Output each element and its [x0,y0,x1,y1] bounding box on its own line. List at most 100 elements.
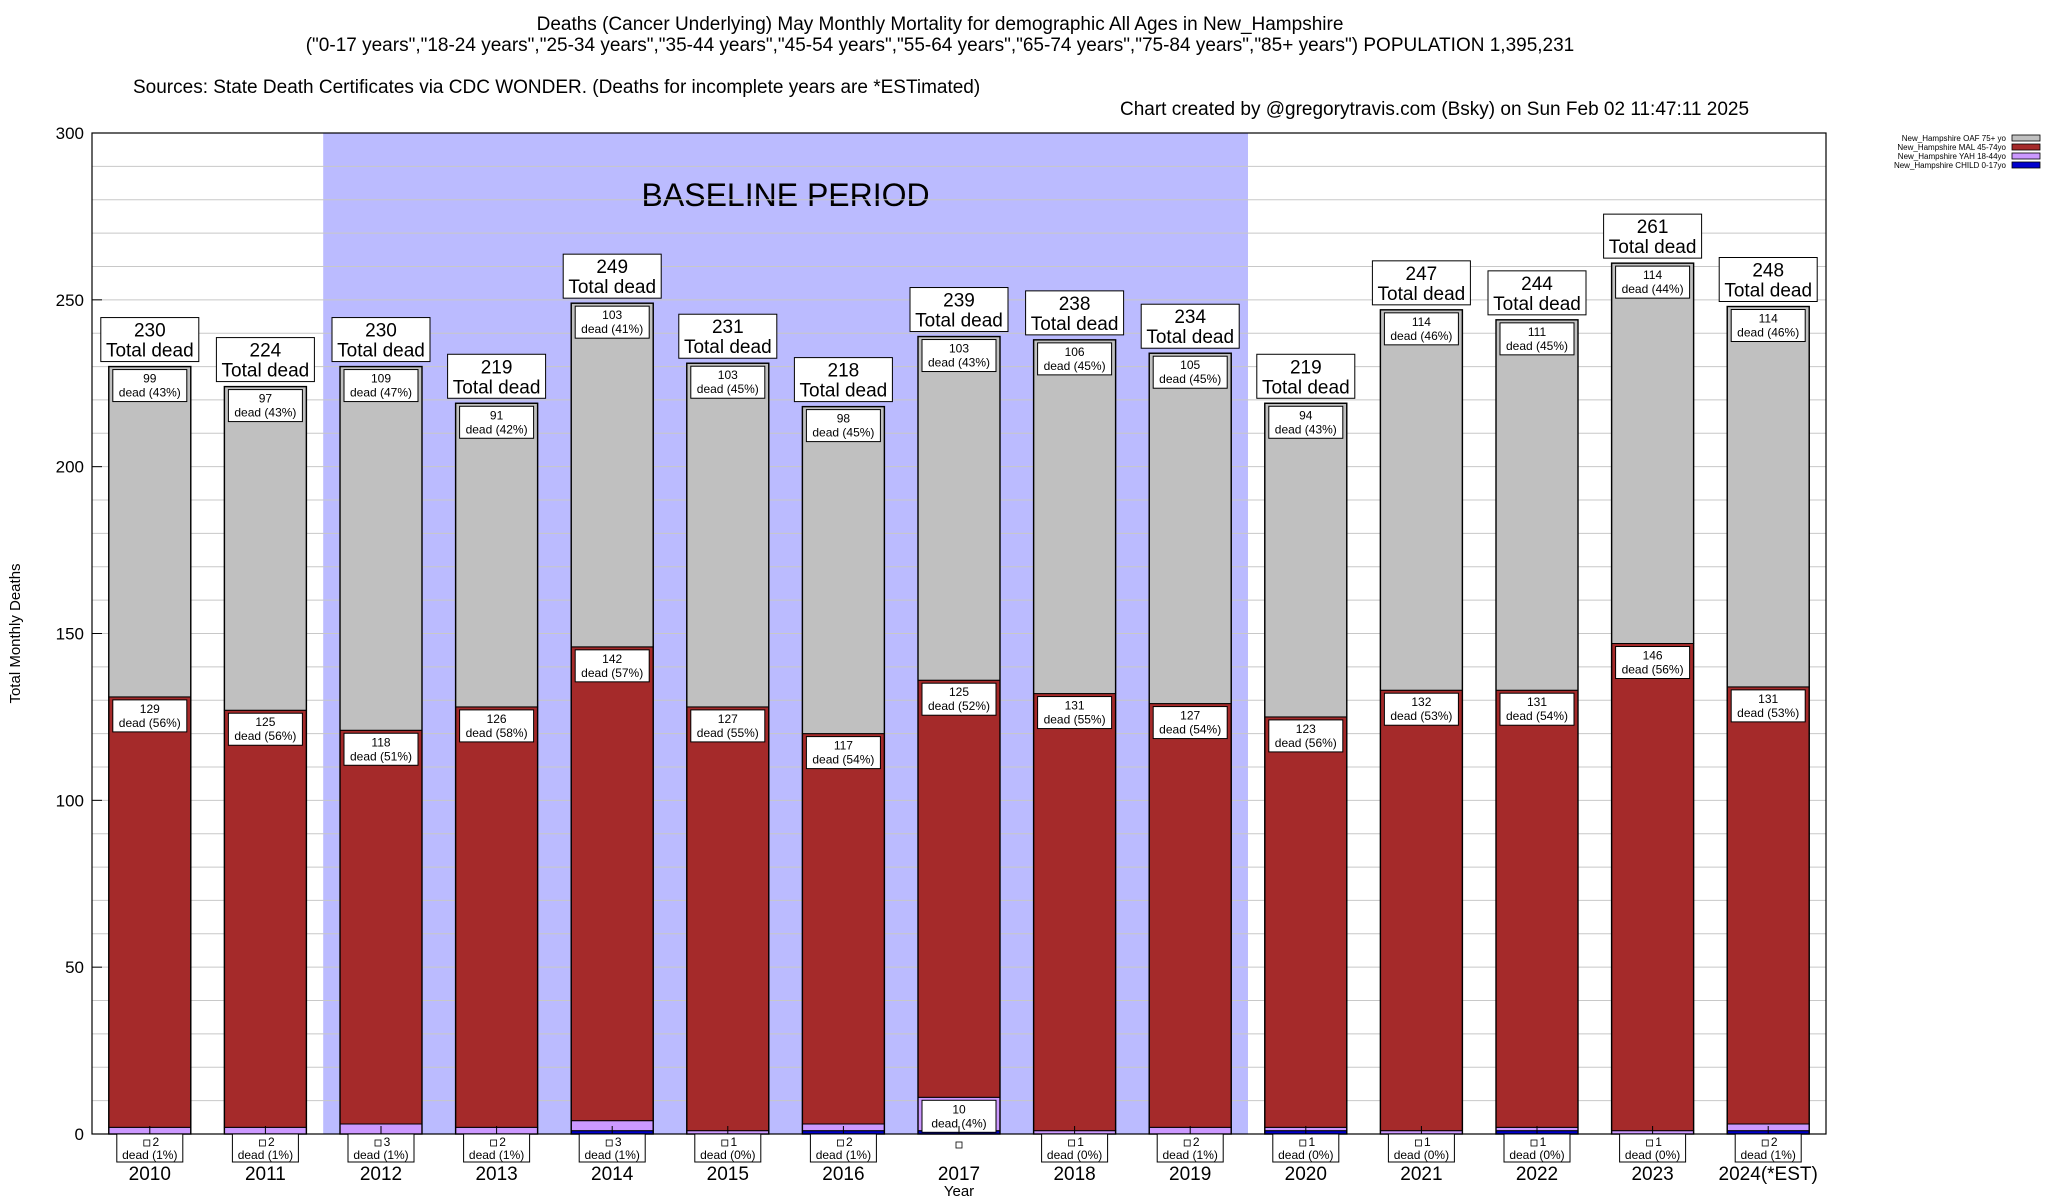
data-label-pct: dead (45%) [1506,339,1568,353]
total-label-box [1718,257,1818,303]
data-label-value: 3 [615,1135,622,1149]
marker-square [955,1141,963,1149]
data-label-pct: dead (0%) [1047,1148,1102,1162]
total-label-text: Total dead [1724,281,1812,302]
data-label-box [1503,1133,1571,1163]
bar-segment [1611,262,1695,645]
data-label-box [1272,1133,1340,1163]
data-label-box [805,409,881,443]
marker-square [1068,1139,1075,1147]
data-label-pct: dead (41%) [581,322,643,336]
total-label-value: 231 [712,317,744,338]
data-label-box [690,365,766,399]
bar-segment [1726,686,1810,1125]
data-label-box [1037,696,1113,730]
data-label-pct: dead (43%) [119,386,181,400]
data-label-box [112,369,188,403]
chart-title: Deaths (Cancer Underlying) May Monthly M… [536,14,1344,35]
marker-square [605,1139,613,1147]
data-label-value: 103 [718,368,738,382]
data-label-box [227,389,303,423]
data-label-pct: dead (46%) [1390,329,1452,343]
total-label-box [678,313,778,359]
legend-entry-label: New_Hampshire CHILD 0-17yo [1894,161,2007,170]
total-label-value: 261 [1637,217,1669,238]
total-label-box [909,287,1009,333]
marker-square [837,1139,844,1147]
data-label-pct: dead (1%) [585,1148,640,1162]
data-label-value: 1 [1540,1135,1547,1149]
data-label-box [1730,309,1806,343]
bar-segment [1264,716,1348,1128]
total-label-box [1025,290,1125,336]
x-tick-label: 2016 [822,1164,864,1185]
x-tick-label: 2010 [129,1164,171,1185]
data-label-pct: dead (44%) [1622,282,1684,296]
total-label-text: Total dead [1031,314,1119,335]
legend-entry-label: New_Hampshire OAF 75+ yo [1902,134,2007,143]
data-label-pct: dead (54%) [1506,709,1568,723]
data-label-value: 129 [140,702,160,716]
y-tick-label: 300 [56,124,84,143]
x-tick-label: 2024(*EST) [1719,1164,1818,1185]
legend-swatch [2011,161,2041,169]
data-label-value: 127 [718,712,738,726]
data-label-box [1383,692,1459,726]
data-label-value: 98 [837,412,851,426]
bar-segment [1495,689,1579,1128]
data-label-value: 114 [1412,315,1431,329]
bar-segment [917,679,1001,1098]
data-label-box [921,682,997,716]
data-label-pct: dead (55%) [697,726,759,740]
data-label-box [1619,1133,1687,1163]
data-label-value: 2 [1771,1135,1778,1149]
data-label-value: 99 [143,372,157,386]
data-label-box [574,305,650,339]
total-label-box [447,353,547,399]
data-label-value: 2 [152,1135,159,1149]
total-label-value: 239 [943,291,975,312]
data-label-pct: dead (53%) [1737,706,1799,720]
total-label-text: Total dead [106,341,194,362]
total-label-text: Total dead [222,361,310,382]
data-label-value: 10 [952,1102,966,1116]
data-label-value: 3 [384,1135,391,1149]
bar-segment [1726,306,1810,688]
x-axis-title: Year [944,1183,974,1200]
x-tick-label: 2018 [1053,1164,1095,1185]
data-label-box [343,732,419,766]
marker-square [1299,1139,1307,1147]
data-label-value: 125 [949,685,969,699]
bar-segment [1148,352,1232,705]
bar-segment [455,402,539,708]
data-label-pct: dead (56%) [1275,736,1337,750]
data-label-pct: dead (56%) [119,716,181,730]
data-label-box [1499,692,1575,726]
data-label-box [112,699,188,733]
legend-swatch [2011,143,2041,151]
baseline-period-label: BASELINE PERIOD [642,177,930,213]
data-label-pct: dead (0%) [700,1148,755,1162]
data-label-box [1268,719,1344,753]
data-label-pct: dead (58%) [466,726,528,740]
data-label-pct: dead (45%) [1159,372,1221,386]
data-label-box [343,369,419,403]
total-label-value: 219 [481,357,513,378]
data-label-box [1730,689,1806,723]
data-label-pct: dead (1%) [816,1148,871,1162]
total-label-text: Total dead [453,377,541,398]
bar-segment [1379,309,1463,691]
total-label-box [100,317,200,363]
data-label-pct: dead (43%) [928,356,990,370]
total-label-box [1140,303,1240,349]
data-label-box [1615,646,1691,680]
bar-segment [1379,689,1463,1132]
data-label-value: 105 [1180,358,1200,372]
bar-segment [801,406,885,735]
bar-segment [686,706,770,1132]
data-label-pct: dead (42%) [466,422,528,436]
data-label-pct: dead (1%) [1163,1148,1218,1162]
data-label-box [921,339,997,373]
data-label-box [1387,1133,1455,1163]
data-label-box [459,405,535,439]
